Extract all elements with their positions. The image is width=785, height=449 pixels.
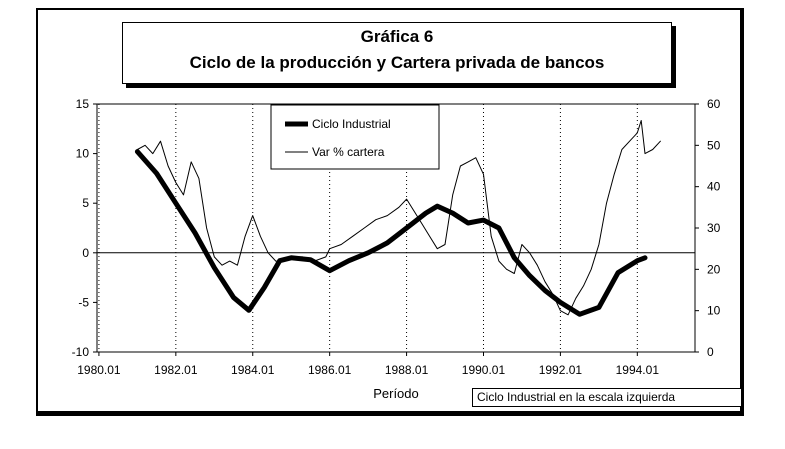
legend-label-var-cartera: Var % cartera (312, 145, 385, 159)
title-box: Gráfica 6 Ciclo de la producción y Carte… (122, 22, 672, 84)
scale-note: Ciclo Industrial en la escala izquierda (472, 388, 742, 407)
series-line-ciclo-industrial (134, 149, 648, 317)
legend: Ciclo Industrial Var % cartera (270, 104, 440, 170)
y-left-tick-label: 15 (76, 97, 90, 111)
x-tick-label: 1984.01 (231, 363, 275, 377)
x-tick-label: 1988.01 (385, 363, 429, 377)
y-right-tick-label: 0 (707, 345, 714, 359)
y-right-tick-label: 50 (707, 138, 721, 152)
y-left-tick-label: 0 (82, 246, 89, 260)
series-layer (134, 120, 661, 317)
series-line-var-cartera (136, 120, 661, 316)
axis-layer: 1980.01 1982.01 1984.01 1986.01 1988.01 1990.… (72, 97, 721, 377)
chart-subtitle: Ciclo de la producción y Cartera privada… (189, 53, 605, 72)
x-tick-label: 1990.01 (462, 363, 506, 377)
x-tick-label: 1986.01 (308, 363, 352, 377)
chart-title: Gráfica 6 (360, 27, 434, 46)
y-right-tick-label: 10 (707, 304, 721, 318)
y-left-tick-label: 10 (76, 147, 90, 161)
x-tick-label: 1982.01 (154, 363, 198, 377)
y-right-tick-label: 60 (707, 97, 721, 111)
y-left-tick-label: -10 (72, 345, 90, 359)
legend-box (270, 104, 440, 170)
y-left-tick-label: -5 (78, 295, 89, 309)
y-right-tick-label: 20 (707, 262, 721, 276)
y-left-tick-label: 5 (82, 196, 89, 210)
x-tick-label: 1992.01 (539, 363, 583, 377)
legend-label-ciclo-industrial: Ciclo Industrial (312, 117, 391, 131)
x-tick-label: 1994.01 (616, 363, 660, 377)
y-right-tick-label: 40 (707, 180, 721, 194)
y-right-tick-label: 30 (707, 221, 721, 235)
x-tick-label: 1980.01 (77, 363, 121, 377)
x-axis-label: Período (373, 386, 419, 401)
